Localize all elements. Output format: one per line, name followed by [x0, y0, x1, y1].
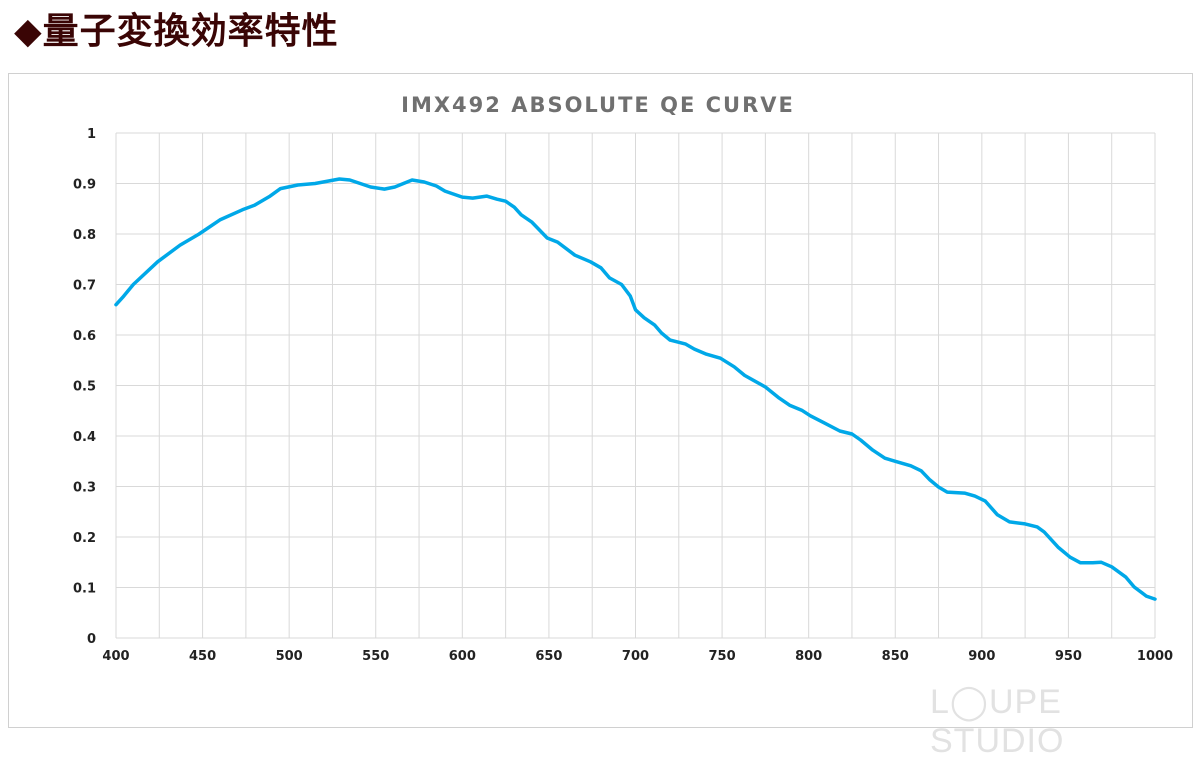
- x-tick-label: 750: [709, 649, 736, 664]
- y-tick-label: 1: [87, 127, 96, 142]
- y-tick-label: 0.8: [73, 228, 96, 243]
- x-tick-label: 850: [882, 649, 909, 664]
- x-tick-label: 950: [1055, 649, 1082, 664]
- y-tick-label: 0.5: [73, 380, 96, 395]
- y-tick-label: 0.1: [73, 582, 96, 597]
- x-tick-label: 700: [622, 649, 649, 664]
- x-tick-label: 400: [102, 649, 129, 664]
- y-tick-label: 0.9: [73, 178, 96, 193]
- page-heading: ◆量子変換効率特性: [14, 11, 339, 52]
- y-tick-label: 0.6: [73, 329, 96, 344]
- x-tick-label: 600: [449, 649, 476, 664]
- x-tick-label: 450: [189, 649, 216, 664]
- x-tick-label: 900: [968, 649, 995, 664]
- y-tick-label: 0.7: [73, 279, 96, 294]
- x-tick-labels: 400 450 500 550 600 650 700 750 800 850 900 950 1000: [102, 649, 1173, 664]
- y-tick-label: 0.4: [73, 430, 96, 445]
- watermark-logo: L◯UPE STUDIO: [930, 683, 1065, 760]
- x-tick-label: 1000: [1137, 649, 1173, 664]
- x-tick-label: 650: [535, 649, 562, 664]
- x-tick-label: 800: [795, 649, 822, 664]
- chart-title: IMX492 ABSOLUTE QE CURVE: [401, 93, 795, 117]
- series-layer: [114, 177, 1157, 601]
- y-tick-labels: 0 0.1 0.2 0.3 0.4 0.5 0.6 0.7 0.8 0.9 1: [73, 127, 96, 647]
- y-tick-label: 0.2: [73, 531, 96, 546]
- y-tick-label: 0.3: [73, 481, 96, 496]
- grid-lines: [115, 132, 1156, 639]
- qe-curve-line: [114, 177, 1157, 601]
- chart-frame: [8, 73, 1193, 728]
- y-tick-label: 0: [87, 632, 96, 647]
- x-tick-label: 550: [362, 649, 389, 664]
- x-tick-label: 500: [276, 649, 303, 664]
